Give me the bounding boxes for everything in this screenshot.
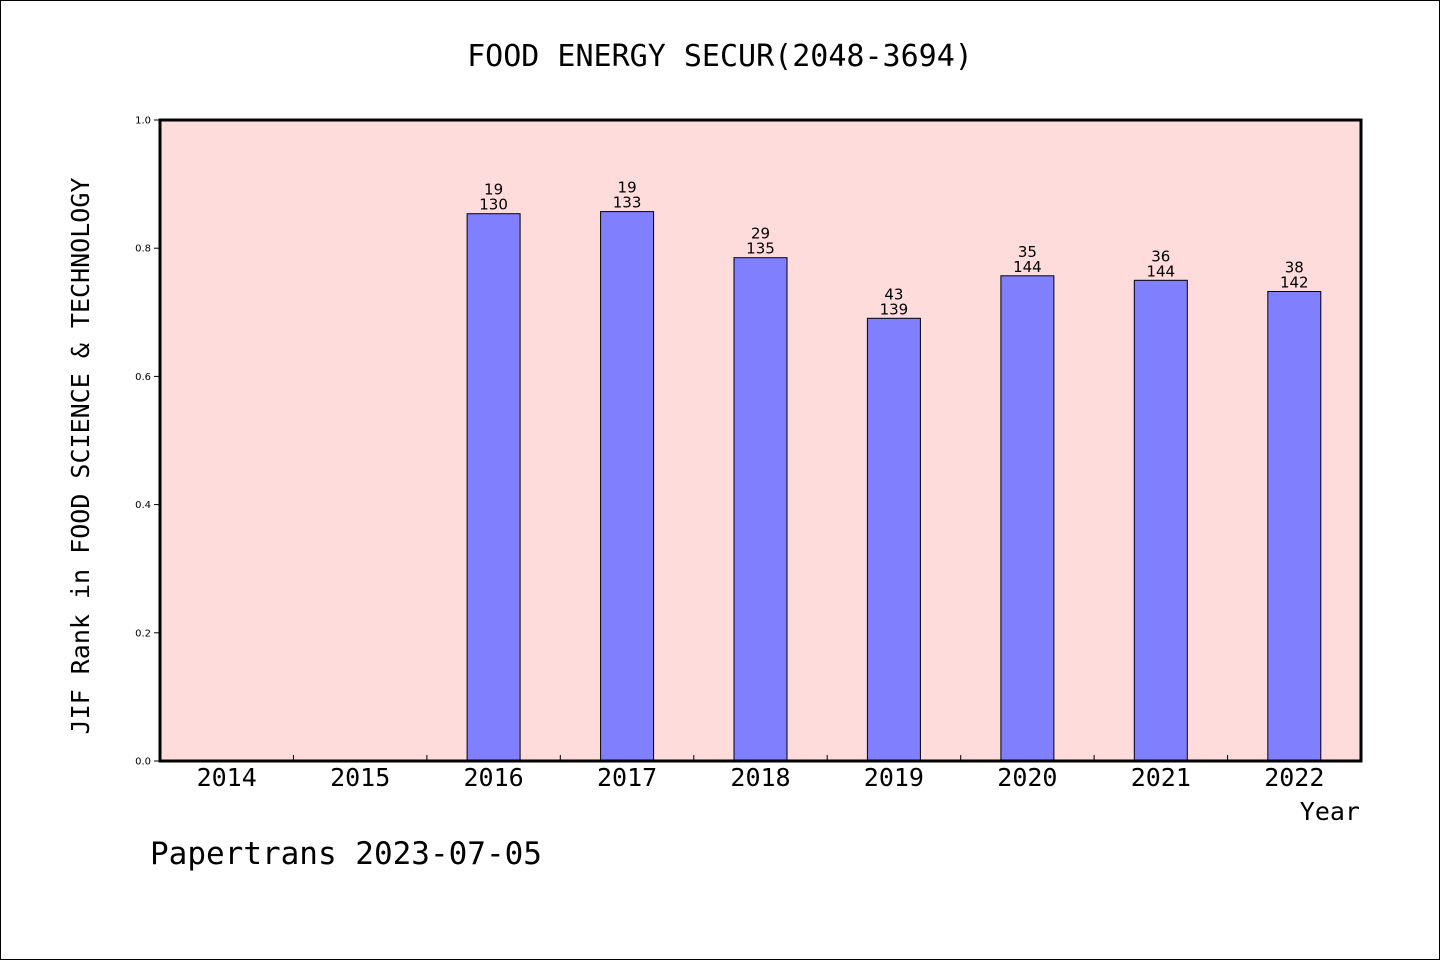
bar-total-label-2018: 135 <box>746 240 775 258</box>
x-tick-label-2017: 2017 <box>597 763 657 792</box>
y-tick-label: 0.2 <box>135 628 151 639</box>
bar-total-label-2020: 144 <box>1013 258 1042 276</box>
bar-rank-label-2017: 19 <box>618 179 637 197</box>
x-tick-label-2018: 2018 <box>730 763 790 792</box>
bar-total-label-2021: 144 <box>1146 262 1175 280</box>
x-tick-label-2019: 2019 <box>864 763 924 792</box>
bar-2019 <box>866 317 921 762</box>
plot-border <box>158 118 1363 763</box>
bar-2020 <box>1000 275 1055 762</box>
chart-title: FOOD ENERGY SECUR(2048-3694) <box>467 39 973 74</box>
y-axis-label: JIF Rank in FOOD SCIENCE & TECHNOLOGY <box>66 178 95 735</box>
x-tick-label-2016: 2016 <box>463 763 523 792</box>
bar-total-label-2016: 130 <box>479 196 508 214</box>
bar-rank-label-2019: 43 <box>884 285 903 303</box>
x-tick-label-2014: 2014 <box>197 763 257 792</box>
bar-rank-label-2020: 35 <box>1018 243 1037 261</box>
bar-total-label-2022: 142 <box>1280 274 1309 292</box>
x-tick-label-2021: 2021 <box>1131 763 1191 792</box>
bar-total-label-2017: 133 <box>613 194 642 212</box>
x-tick-label-2020: 2020 <box>997 763 1057 792</box>
footer-credit: Papertrans 2023-07-05 <box>150 836 542 872</box>
bar-2018 <box>733 257 788 762</box>
x-tick-label-2022: 2022 <box>1264 763 1324 792</box>
y-tick-label: 0.4 <box>135 500 151 511</box>
x-tick-label-2015: 2015 <box>330 763 390 792</box>
bar-rank-label-2016: 19 <box>484 181 503 199</box>
y-tick-label: 1.0 <box>135 116 151 127</box>
bar-2016 <box>466 213 521 762</box>
bar-2021 <box>1133 279 1188 762</box>
bar-rank-label-2018: 29 <box>751 225 770 243</box>
bar-2022 <box>1267 291 1322 762</box>
bar-2017 <box>600 211 655 762</box>
x-axis-label: Year <box>1300 797 1360 826</box>
bar-rank-label-2022: 38 <box>1285 259 1304 277</box>
y-tick-label: 0.8 <box>135 244 151 255</box>
y-tick-label: 0.0 <box>135 757 151 768</box>
y-tick-label: 0.6 <box>135 372 151 383</box>
bar-total-label-2019: 139 <box>880 300 909 318</box>
bar-rank-label-2021: 36 <box>1151 247 1170 265</box>
